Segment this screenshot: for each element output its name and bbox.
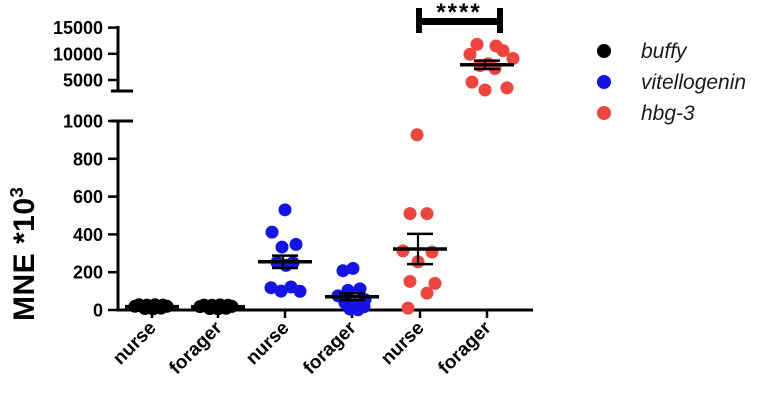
y-tick-label: 200 xyxy=(73,263,103,283)
data-point-vitellogenin xyxy=(289,237,303,251)
y-tick-label: 600 xyxy=(73,187,103,207)
data-point-hbg-3 xyxy=(496,44,510,58)
x-category-label: forager xyxy=(434,317,496,379)
y-axis-label-text: MNE *10 xyxy=(8,197,41,321)
legend-item-buffy: buffy xyxy=(597,40,746,62)
data-point-hbg-3 xyxy=(465,75,479,89)
data-point-hbg-3 xyxy=(396,244,410,258)
data-point-hbg-3 xyxy=(410,128,424,142)
legend-dot-vitellogenin-icon xyxy=(597,75,611,89)
y-tick-label: 5000 xyxy=(63,71,103,91)
data-point-vitellogenin xyxy=(336,264,350,278)
data-point-hbg-3 xyxy=(463,47,477,61)
data-point-hbg-3 xyxy=(403,207,417,221)
data-point-vitellogenin xyxy=(274,284,288,298)
data-point-hbg-3 xyxy=(478,83,492,97)
data-point-hbg-3 xyxy=(470,37,484,51)
data-point-vitellogenin xyxy=(293,284,307,298)
y-tick-label: 400 xyxy=(73,225,103,245)
data-point-hbg-3 xyxy=(500,81,514,95)
data-point-vitellogenin xyxy=(353,282,367,296)
legend: buffy vitellogenin hbg-3 xyxy=(597,40,746,124)
data-point-hbg-3 xyxy=(403,274,417,288)
data-point-hbg-3 xyxy=(420,286,434,300)
significance-bracket-bar xyxy=(416,18,503,25)
legend-dot-hbg-3-icon xyxy=(597,106,611,120)
x-category-label: forager xyxy=(165,317,227,379)
data-point-vitellogenin xyxy=(265,225,279,239)
y-axis-label-exponent: 3 xyxy=(6,186,27,198)
x-category-label: nurse xyxy=(109,318,160,369)
legend-item-vitellogenin: vitellogenin xyxy=(597,71,746,93)
data-point-vitellogenin xyxy=(351,303,365,317)
legend-label-hbg-3: hbg-3 xyxy=(641,101,695,125)
data-point-hbg-3 xyxy=(401,301,415,315)
legend-label-buffy: buffy xyxy=(641,39,687,63)
y-tick-label: 800 xyxy=(73,149,103,169)
x-category-label: forager xyxy=(299,317,361,379)
data-point-hbg-3 xyxy=(428,276,442,290)
y-tick-label: 0 xyxy=(93,301,103,321)
legend-label-vitellogenin: vitellogenin xyxy=(641,70,747,94)
legend-dot-buffy-icon xyxy=(597,44,611,58)
data-point-hbg-3 xyxy=(420,207,434,221)
data-point-vitellogenin xyxy=(278,203,292,217)
x-category-label: nurse xyxy=(242,318,293,369)
y-tick-label: 10000 xyxy=(53,44,103,64)
y-tick-label: 15000 xyxy=(53,18,103,38)
x-category-label: nurse xyxy=(377,318,428,369)
data-point-hbg-3 xyxy=(506,52,520,66)
y-axis-label: MNE *103 xyxy=(6,187,42,321)
legend-item-hbg-3: hbg-3 xyxy=(597,102,746,124)
significance-stars: **** xyxy=(436,0,481,26)
data-point-vitellogenin xyxy=(346,261,360,275)
y-tick-label: 1000 xyxy=(63,112,103,132)
data-point-vitellogenin xyxy=(264,281,278,295)
data-point-vitellogenin xyxy=(275,240,289,254)
